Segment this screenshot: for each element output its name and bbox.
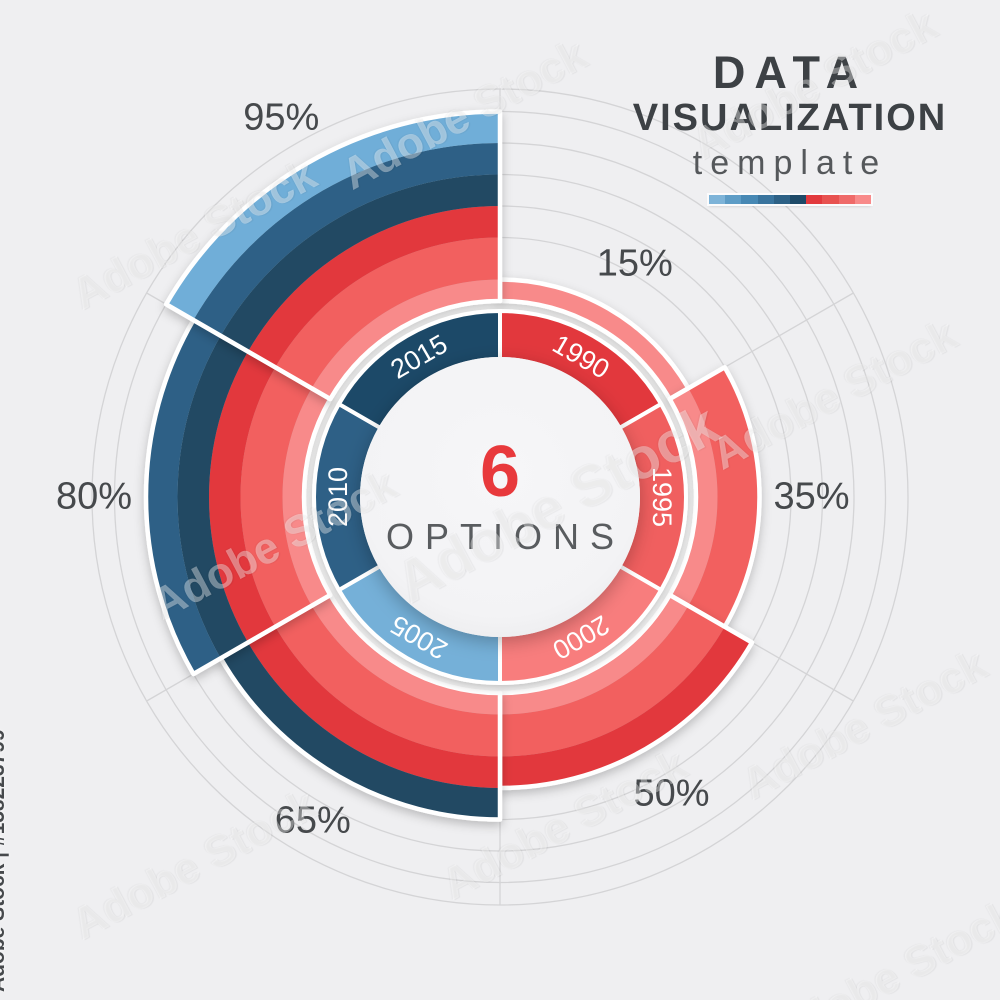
inner-gap-ring	[303, 300, 697, 694]
sector-2015	[163, 109, 503, 402]
sector-2015-band-4	[193, 142, 500, 336]
title-line-data: DATA	[712, 47, 868, 98]
sector-2010-band-4	[145, 320, 221, 674]
sector-1995-band-1	[688, 367, 760, 627]
percent-label-1990: 15%	[596, 242, 673, 285]
sector-2005	[218, 592, 503, 822]
title-bar-segment-3	[757, 195, 774, 205]
percent-label-2000: 50%	[633, 772, 710, 815]
sector-1995-band-0	[669, 388, 718, 606]
title-bar-segment-8	[838, 195, 855, 205]
sector-2010-band-3	[177, 335, 248, 659]
sector-2005-band-3	[220, 642, 501, 820]
sector-2010-outline	[143, 317, 333, 677]
title-bar-segment-2	[741, 195, 758, 205]
sector-2005-outline	[218, 592, 503, 822]
title-block: DATA VISUALIZATION template	[632, 47, 948, 205]
sector-2010-band-2	[208, 351, 276, 643]
sector-2015-band-5	[166, 111, 500, 320]
title-bar-segment-9	[854, 195, 872, 205]
sector-2005-band-0	[311, 595, 500, 715]
sector-2005-band-1	[275, 605, 500, 757]
year-ring	[312, 308, 688, 686]
sector-2015-outline	[163, 109, 503, 402]
sector-2010-band-0	[282, 388, 331, 606]
sector-2015-band-3	[220, 174, 501, 352]
sector-2000-band-2	[500, 626, 753, 788]
percent-label-2010: 80%	[55, 475, 133, 518]
year-label-1995: 1995	[647, 467, 677, 527]
sector-2010-band-1	[240, 367, 312, 627]
year-label-2010: 2010	[323, 467, 353, 527]
title-bar-segment-5	[790, 195, 807, 205]
title-line-template: template	[692, 143, 888, 182]
title-color-bar	[709, 195, 872, 205]
percent-label-2015: 95%	[243, 96, 320, 139]
title-bar-segment-0	[709, 195, 726, 205]
sector-2000-band-0	[500, 595, 689, 715]
sector-2015-band-1	[275, 237, 500, 389]
title-bar-segment-7	[822, 195, 839, 205]
title-bar-segment-6	[806, 195, 823, 205]
sector-2010	[143, 317, 333, 677]
title-line-visualization: VISUALIZATION	[632, 97, 948, 139]
title-bar-segment-1	[725, 195, 742, 205]
percent-label-2005: 65%	[274, 799, 351, 842]
sector-2015-band-2	[247, 205, 500, 368]
title-bar-segment-4	[773, 195, 791, 205]
center-circle	[360, 357, 640, 637]
sector-2005-band-2	[247, 626, 500, 788]
sector-2000-band-1	[500, 605, 725, 757]
sector-2015-band-0	[311, 279, 500, 399]
percent-label-1995: 35%	[773, 475, 850, 518]
stock-id-watermark: Adobe Stock | #158223799	[0, 729, 9, 992]
